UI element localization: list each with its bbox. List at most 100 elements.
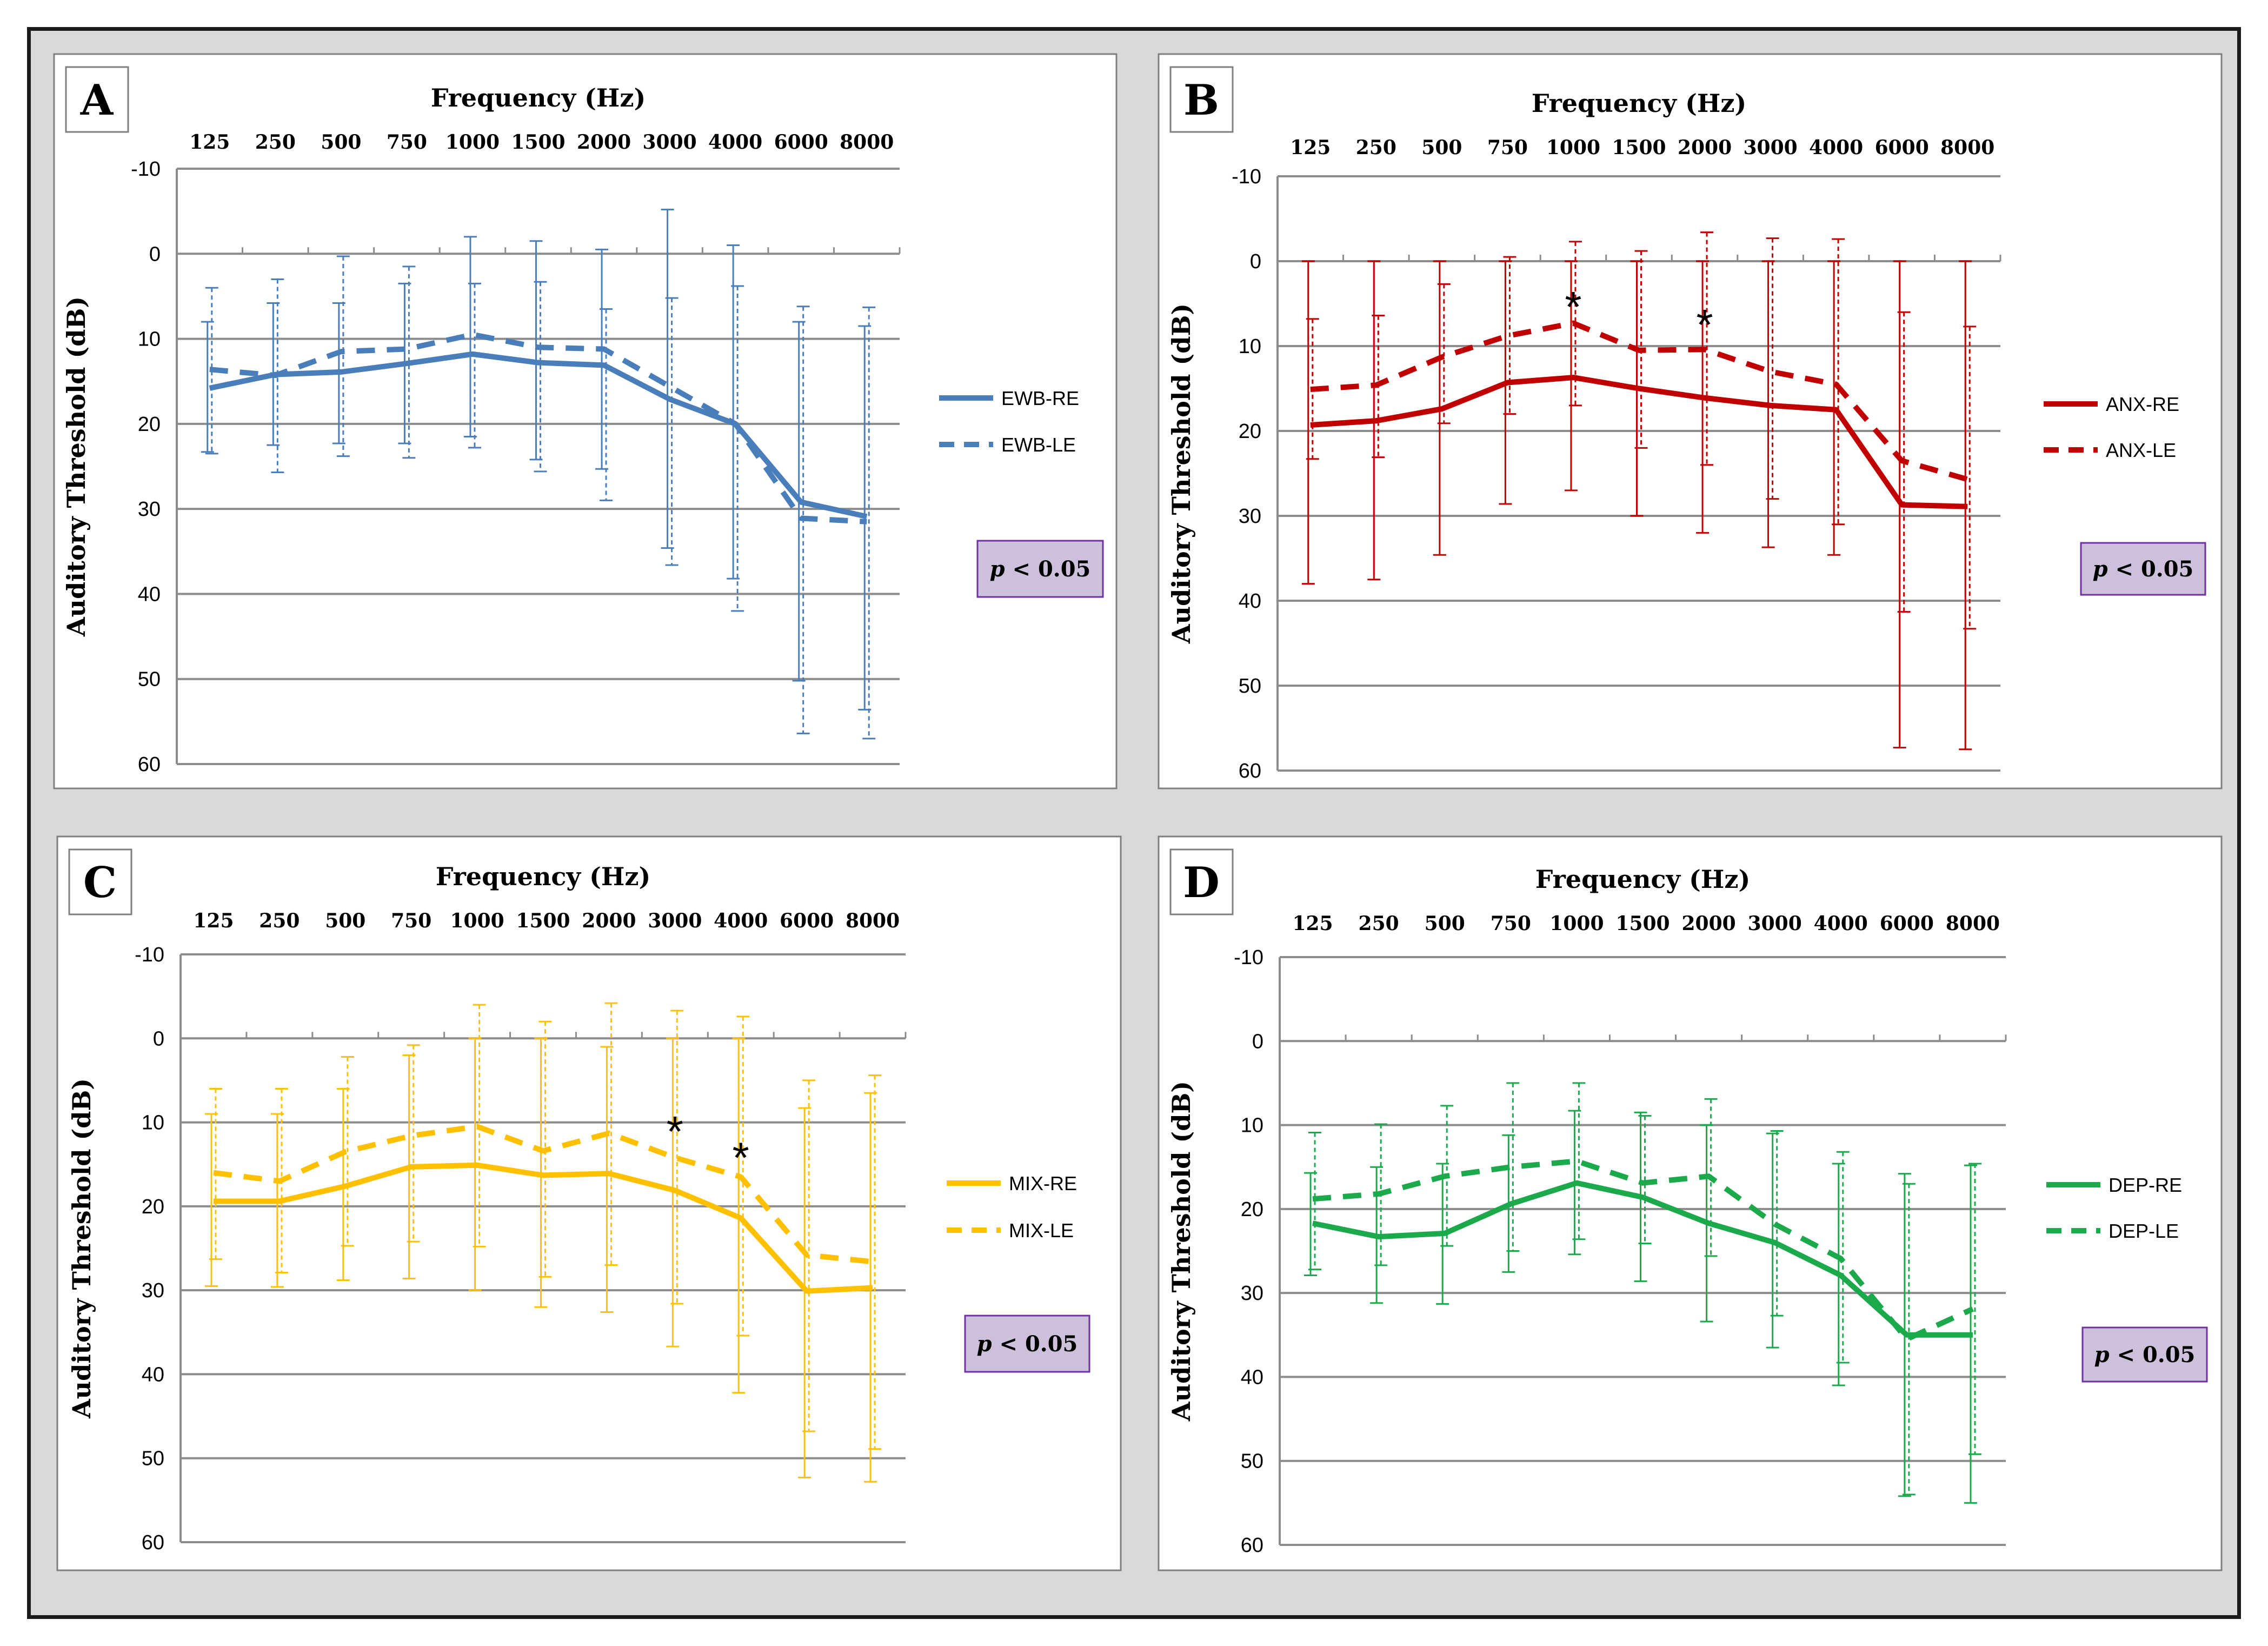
p-value-threshold: < 0.05 [2108,556,2194,582]
y-tick-label: 10 [1239,335,1261,358]
frequency-label: 1000 [1549,912,1604,935]
frequency-label: 6000 [780,910,834,932]
frequency-label: 4000 [1809,136,1863,159]
y-tick-label: -10 [135,944,164,966]
p-value-note: p < 0.05 [2094,1342,2196,1368]
frequency-label: 500 [325,910,365,932]
y-tick-label: 0 [1250,250,1261,273]
frequency-label: 750 [1491,912,1531,935]
frequency-label: 125 [189,131,230,154]
frequency-label: 1000 [445,131,500,154]
frequency-label: 2000 [1678,136,1732,159]
y-tick-label: 30 [1239,505,1261,528]
p-value-box [964,1315,1090,1373]
series-line-mix-re [213,1162,873,1294]
frequency-label: 8000 [1946,912,2000,935]
p-value-threshold: < 0.05 [992,1331,1078,1357]
legend-label: ANX-LE [2106,439,2176,461]
y-tick-label: -10 [1232,165,1261,188]
frequency-label: 125 [1290,136,1331,159]
panel-c: C Frequency (Hz)125 250 500 750 1000 1500 2000 3… [56,835,1122,1571]
y-tick-label: 50 [138,668,161,691]
y-tick-label: 10 [138,328,161,351]
y-tick-label: -10 [131,158,161,181]
panel-d: D Frequency (Hz)125 250 500 750 1000 1500 2000 3… [1158,835,2223,1571]
frequency-label: 2000 [577,131,631,154]
legend-label: EWB-RE [1001,387,1079,409]
significance-marker: * [1565,283,1581,331]
significance-marker: * [733,1133,749,1182]
panel-letter: C [83,858,117,907]
frequency-label: 6000 [1875,136,1929,159]
y-tick-label: 30 [138,498,161,521]
frequency-label: 500 [321,131,361,154]
legend-label: ANX-RE [2106,393,2179,415]
y-tick-label: 10 [142,1112,164,1134]
y-tick-label: 30 [142,1279,164,1302]
frequency-label: 250 [259,910,300,932]
panel-letter-box [68,848,132,915]
panel-background [56,835,1122,1571]
frequency-label: 8000 [840,131,894,154]
frequency-label: 125 [1292,912,1333,935]
frequency-label: 4000 [1814,912,1868,935]
frequency-label: 250 [255,131,296,154]
y-tick-label: 40 [1239,590,1261,613]
figure-frame: A Frequency (Hz) 125 250 500 750 1000 1500 2000 3… [27,27,2241,1619]
x-axis-title: Frequency (Hz) [436,862,651,891]
p-value-symbol: p [2093,556,2108,582]
frequency-label: 8000 [846,910,900,932]
y-tick-label: 20 [142,1196,164,1218]
y-tick-label: 40 [1241,1366,1263,1389]
series-line-anx-le [1310,320,1968,482]
y-tick-label: 60 [138,753,161,776]
legend-label: DEP-LE [2109,1220,2179,1242]
frequency-label: 125 [193,910,234,932]
frequency-label: 750 [391,910,431,932]
series-line-ewb-re [209,351,868,520]
panel-letter-box [1169,848,1234,915]
y-tick-label: 50 [1239,675,1261,698]
p-value-box [2081,1326,2208,1383]
p-value-threshold: < 0.05 [2110,1342,2196,1368]
frequency-label: 2000 [1681,912,1735,935]
p-value-note: p < 0.05 [2093,556,2194,582]
legend-label: EWB-LE [1001,434,1076,456]
legend-label: DEP-RE [2109,1174,2182,1196]
frequency-label: 500 [1421,136,1462,159]
y-tick-label: 60 [1239,760,1261,782]
y-tick-label: 0 [1252,1030,1263,1053]
y-tick-label: 40 [142,1363,164,1386]
p-value-box [2080,542,2206,596]
p-value-symbol: p [2094,1342,2110,1368]
y-axis-title: Auditory Threshold (dB) [1167,1081,1196,1422]
y-tick-label: 20 [1241,1198,1263,1221]
panel-letter-box [65,66,129,133]
frequency-label: 250 [1359,912,1399,935]
p-value-symbol: p [990,556,1005,582]
frequency-label: 3000 [642,131,696,154]
series-line-ewb-le [209,331,867,525]
legend-label: MIX-RE [1009,1172,1077,1194]
frequency-label: 8000 [1940,136,1994,159]
panel-letter: A [80,76,114,125]
y-tick-label: 40 [138,583,161,606]
frequency-label: 1500 [511,131,565,154]
p-value-symbol: p [977,1331,992,1357]
frequency-label: 4000 [708,131,762,154]
x-axis-title: Frequency (Hz) [1535,865,1751,894]
x-axis-title: Frequency (Hz) [431,83,646,112]
frequency-label: 3000 [1743,136,1797,159]
significance-marker: * [1696,301,1713,349]
frequency-label: 1500 [516,910,570,932]
y-tick-label: 30 [1241,1282,1263,1305]
frequency-label: 750 [1487,136,1528,159]
series-line-mix-le [213,1124,873,1265]
y-tick-label: 60 [142,1531,164,1554]
panel-background [1158,53,2223,789]
x-axis-title: Frequency (Hz) [1532,89,1747,118]
frequency-label: 3000 [648,910,702,932]
frequency-label: 2000 [582,910,636,932]
panel-letter-box [1169,66,1234,133]
frequency-label: 1500 [1612,136,1666,159]
